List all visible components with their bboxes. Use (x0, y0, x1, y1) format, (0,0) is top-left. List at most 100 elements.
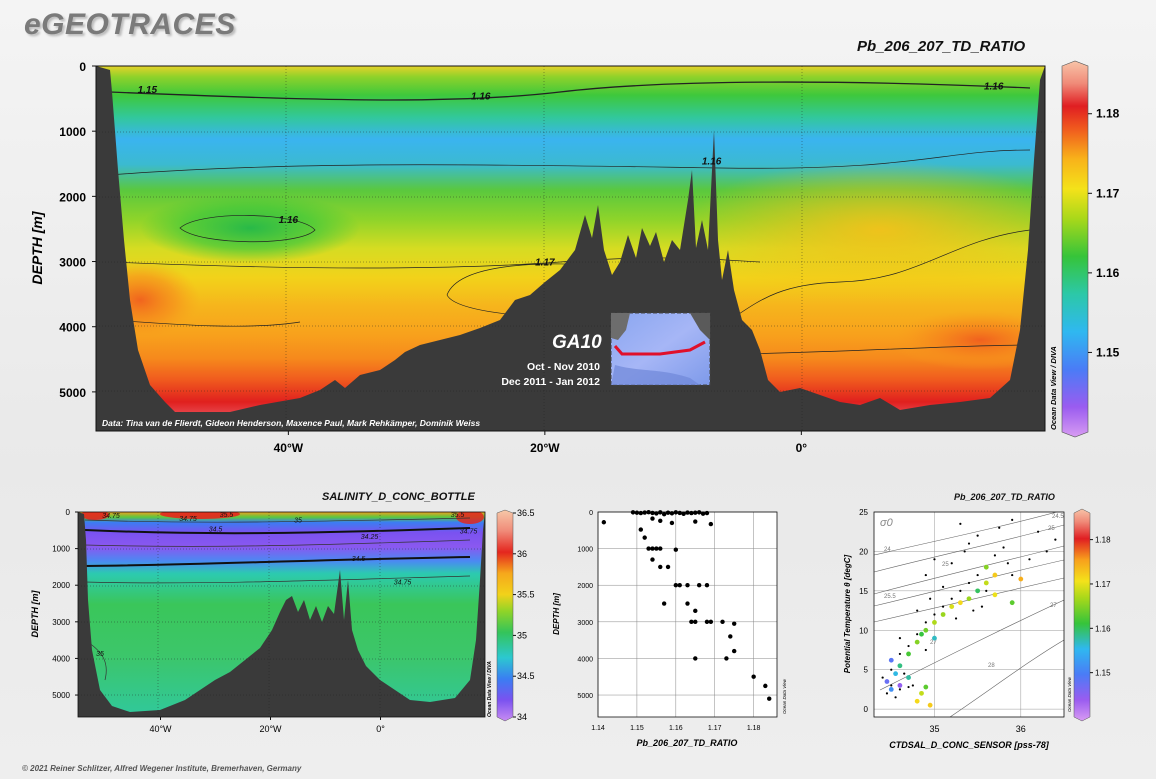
salinity-contour-labels: 34.75 34.75 35.5 35 34.5 34.25 34.5 34.75 35 35.5… (96, 512, 477, 658)
profile-point (731, 648, 737, 654)
main-contour-label: 1.16 (984, 82, 1004, 93)
ts-ytick-label: 10 (859, 626, 868, 635)
ts-colored-point (992, 592, 998, 598)
salinity-cb-tick-label: 36.5 (517, 508, 535, 518)
copyright-text: © 2021 Reiner Schlitzer, Alfred Wegener … (22, 764, 302, 773)
ts-colored-point (923, 684, 929, 690)
profile-point (669, 520, 675, 526)
salinity-frame (77, 511, 486, 718)
profile-point (696, 583, 702, 588)
profile-ytick-label: 0 (589, 510, 593, 517)
ts-point (885, 692, 889, 695)
main-contour-label: 1.16 (279, 215, 299, 226)
svg-text:27: 27 (1050, 603, 1057, 609)
cruise-id-label: GA10 (552, 332, 602, 353)
profile-point (704, 583, 710, 588)
salinity-ylabel: DEPTH [m] (30, 589, 40, 637)
svg-text:27: 27 (930, 640, 937, 646)
salinity-cb-tick-label: 35.5 (517, 590, 535, 600)
salinity-bathymetry (78, 512, 485, 717)
ts-colored-point (906, 675, 911, 680)
profile-point (646, 509, 651, 515)
profile-xtick-label: 1.15 (630, 725, 644, 732)
ts-cb-tick-label: 1.16 (1095, 624, 1111, 633)
profile-point (658, 518, 663, 523)
profile-point (601, 520, 607, 525)
ts-colored-point (992, 572, 998, 578)
profile-point (665, 510, 671, 515)
svg-text:28: 28 (988, 663, 995, 669)
salinity-contour-label: 35 (96, 651, 104, 658)
profile-point (704, 619, 710, 625)
ts-colored-point (888, 687, 894, 692)
ts-isopycnal-labels: 24.5 24 25 25.5 25 27 28 27 (884, 514, 1064, 669)
main-gridlines (96, 66, 1045, 431)
ts-ytick-label: 25 (859, 508, 868, 517)
ts-point (1002, 546, 1005, 549)
profile-plot-area (598, 512, 777, 717)
salinity-contour-label: 34.5 (352, 556, 366, 563)
profile-point (693, 510, 698, 515)
ts-point (976, 573, 979, 577)
ts-point (941, 585, 945, 589)
main-plot-frame (95, 65, 1046, 432)
main-ytick-label: 1000 (59, 125, 86, 139)
svg-text:24.5: 24.5 (1052, 514, 1064, 520)
ts-point (1028, 558, 1031, 561)
salinity-cb-tick-label: 34.5 (517, 671, 535, 681)
profile-point (658, 564, 663, 570)
main-cb-tick-label: 1.18 (1096, 107, 1120, 121)
ts-colored-point (897, 663, 903, 669)
ts-cb-tick-label: 1.18 (1095, 536, 1111, 545)
ts-odv-label: Ocean Data View (1067, 676, 1072, 712)
main-contour-label: 1.15 (138, 85, 158, 96)
profile-point (693, 656, 698, 661)
profile-point (658, 510, 663, 515)
ts-ytick-label: 15 (859, 587, 868, 596)
salinity-contour-label: 35.5 (220, 512, 234, 519)
main-ytick-label: 0 (79, 60, 86, 74)
profile-point (724, 656, 729, 661)
ts-colored-point (1018, 576, 1024, 582)
ts-ylabel: Potential Temperature θ [degC] (843, 554, 852, 673)
profile-point (728, 634, 733, 639)
main-xtick-label: 20°W (530, 441, 560, 455)
profile-point (642, 535, 647, 540)
cruise-date-1: Oct - Nov 2010 (527, 361, 600, 373)
ts-colored-point (983, 564, 989, 570)
ts-point (924, 648, 927, 652)
salinity-gridlines (78, 512, 485, 717)
salinity-contour-label: 34.75 (102, 513, 120, 520)
ts-point (959, 589, 962, 592)
ts-point (933, 613, 936, 616)
ts-point (985, 589, 988, 592)
profile-point (650, 557, 655, 562)
profile-points (601, 509, 772, 701)
ts-point (924, 621, 927, 624)
profile-point (731, 621, 737, 626)
ts-point (954, 617, 958, 620)
profile-point (677, 583, 682, 588)
main-cb-tick-label: 1.17 (1096, 186, 1120, 200)
ts-axis-ticks: 35 36 0 5 10 15 20 25 (859, 508, 1026, 734)
profile-ytick-label: 2000 (577, 583, 593, 590)
ts-point (950, 597, 953, 600)
ts-xlabel: CTDSAL_D_CONC_SENSOR [pss-78] (889, 740, 1050, 750)
ts-colored-point (893, 671, 898, 677)
ts-point (1036, 530, 1040, 533)
salinity-title: SALINITY_D_CONC_BOTTLE (322, 491, 475, 503)
profile-point (704, 510, 710, 516)
svg-text:25: 25 (1048, 526, 1055, 532)
profile-point (661, 601, 667, 606)
salinity-xtick-label: 0° (376, 724, 385, 734)
cruise-track (613, 340, 706, 356)
profile-point (665, 564, 671, 570)
main-bathymetry (96, 66, 1045, 431)
main-plot-title: Pb_206_207_TD_RATIO (857, 38, 1026, 55)
salinity-axis-ticks: 40°W 20°W 0° 0 1000 2000 3000 4000 5000 (52, 508, 385, 734)
main-ylabel: DEPTH [m] (29, 210, 45, 284)
ts-point (907, 644, 910, 648)
profile-point (685, 601, 690, 606)
ts-colored-point (914, 639, 920, 645)
